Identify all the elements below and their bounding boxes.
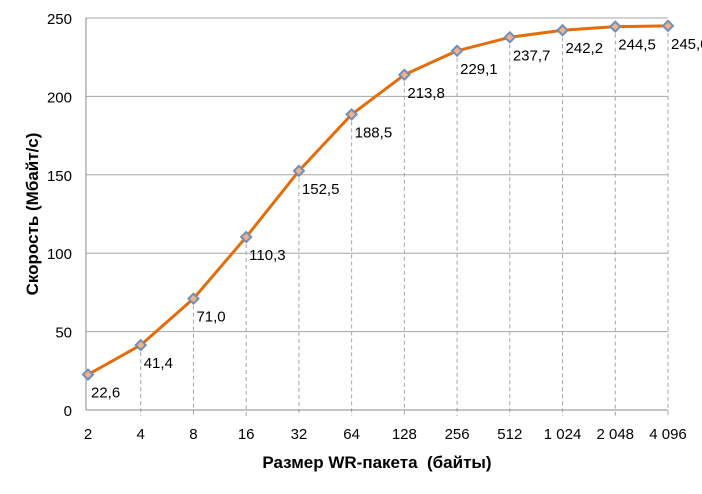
- data-point: [81, 368, 95, 381]
- data-point: [503, 30, 517, 44]
- data-point: [450, 44, 464, 58]
- x-tick-label: 512: [497, 426, 522, 443]
- x-axis-ticks: 2 4 8 16 32 64 128 256 512 1 024 2 048 4 096: [84, 426, 687, 443]
- x-tick-label: 1 024: [544, 426, 582, 443]
- y-axis-title: Скорость (Мбайт/с): [23, 133, 42, 296]
- x-tick-label: 4 096: [649, 426, 687, 443]
- data-label: 152,5: [302, 181, 340, 198]
- data-label: 229,1: [460, 61, 498, 78]
- data-point: [134, 338, 148, 352]
- data-label: 41,4: [144, 355, 173, 372]
- data-label: 110,3: [249, 247, 285, 264]
- data-markers: [81, 19, 675, 381]
- y-tick-label: 100: [47, 246, 72, 263]
- x-tick-label: 4: [137, 426, 145, 443]
- gridlines: [86, 17, 669, 416]
- data-label: 213,8: [407, 85, 445, 102]
- data-label: 245,0: [671, 36, 702, 53]
- data-point: [556, 23, 569, 37]
- x-tick-label: 2 048: [596, 426, 634, 443]
- x-tick-label: 32: [291, 426, 308, 443]
- data-label: 188,5: [355, 124, 393, 141]
- x-tick-label: 128: [392, 426, 417, 443]
- data-labels: 22,6 41,4 71,0 110,3 152,5 188,5 213,8 229,1 237…: [91, 36, 702, 402]
- data-point: [397, 68, 411, 82]
- data-point: [187, 292, 200, 306]
- data-point: [661, 19, 675, 33]
- y-tick-label: 250: [47, 11, 72, 28]
- x-tick-label: 64: [343, 426, 360, 443]
- data-label: 242,2: [566, 40, 604, 57]
- data-label: 237,7: [513, 47, 551, 64]
- data-point: [239, 230, 253, 244]
- data-point: [608, 20, 622, 34]
- data-label: 22,6: [91, 385, 120, 402]
- y-tick-label: 150: [47, 168, 72, 185]
- y-tick-label: 200: [47, 89, 72, 106]
- data-label: 244,5: [618, 37, 656, 54]
- y-tick-label: 50: [55, 325, 72, 342]
- y-tick-label: 0: [64, 403, 72, 420]
- data-point: [292, 164, 306, 178]
- x-tick-label: 8: [189, 426, 197, 443]
- x-tick-label: 256: [445, 426, 470, 443]
- data-label: 71,0: [196, 309, 225, 326]
- x-tick-label: 2: [84, 426, 92, 443]
- y-axis-ticks: 0 50 100 150 200 250: [47, 11, 72, 420]
- series-line: [87, 24, 669, 376]
- x-axis-title: Размер WR-пакета (байты): [262, 453, 491, 472]
- data-point: [345, 108, 359, 121]
- x-tick-label: 16: [238, 426, 255, 443]
